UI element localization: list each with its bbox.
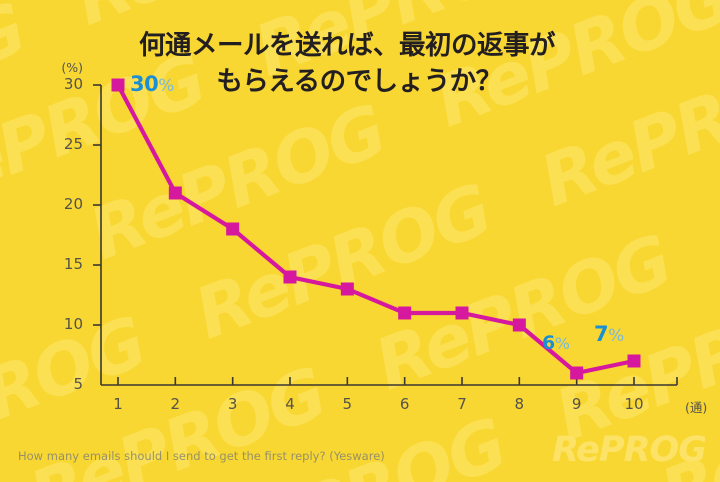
x-axis-tick-label: 5 <box>342 395 353 413</box>
percent-sign: % <box>608 326 624 346</box>
source-caption: How many emails should I send to get the… <box>18 449 385 463</box>
data-point-marker <box>570 366 584 380</box>
data-label-point-10: 7% <box>594 322 624 346</box>
data-label-value: 7 <box>594 322 609 346</box>
data-label-point-9: 6% <box>542 332 570 354</box>
y-axis-tick-label: 20 <box>63 195 83 213</box>
x-axis-tick-label: 4 <box>285 395 295 413</box>
y-axis-tick-label: 10 <box>63 315 83 333</box>
y-axis-tick-label: 5 <box>73 375 83 393</box>
y-axis-unit-label: (%) <box>61 60 83 75</box>
data-point-marker <box>168 186 182 200</box>
x-axis-tick-label: 2 <box>170 395 181 413</box>
y-axis-tick-label: 30 <box>63 75 83 93</box>
chart-title-line-1: 何通メールを送れば、最初の返事が <box>139 30 556 61</box>
x-axis-tick-label: 1 <box>113 395 123 413</box>
data-point-marker <box>283 270 297 284</box>
x-axis-unit-label: (通) <box>685 400 708 415</box>
data-label-value: 6 <box>542 332 555 354</box>
x-axis-tick-label: 10 <box>624 395 644 413</box>
x-axis-tick-label: 9 <box>571 395 582 413</box>
x-axis-tick-label: 6 <box>399 395 410 413</box>
data-point-marker <box>398 306 412 320</box>
y-axis-tick-label: 25 <box>63 135 83 153</box>
data-point-marker <box>512 318 526 332</box>
data-point-marker <box>340 282 354 296</box>
data-point-marker <box>111 78 125 92</box>
y-axis-tick-label: 15 <box>63 255 83 273</box>
percent-sign: % <box>554 334 570 353</box>
data-point-marker <box>627 354 641 368</box>
chart-title-line-2: もらえるのでしょうか？ <box>216 66 502 97</box>
reprog-logo: RePROG <box>551 430 707 470</box>
data-label-value: 30 <box>130 72 159 96</box>
x-axis-tick-label: 7 <box>457 395 467 413</box>
chart-title: 何通メールを送れば、最初の返事が もらえるのでしょうか？ <box>112 28 582 100</box>
data-point-marker <box>455 306 469 320</box>
x-axis-tick-label: 8 <box>514 395 525 413</box>
percent-sign: % <box>158 76 174 96</box>
data-line <box>116 84 635 376</box>
x-axis-tick-label: 3 <box>227 395 238 413</box>
data-point-marker <box>226 222 240 236</box>
data-label-point-1: 30% <box>130 72 174 96</box>
